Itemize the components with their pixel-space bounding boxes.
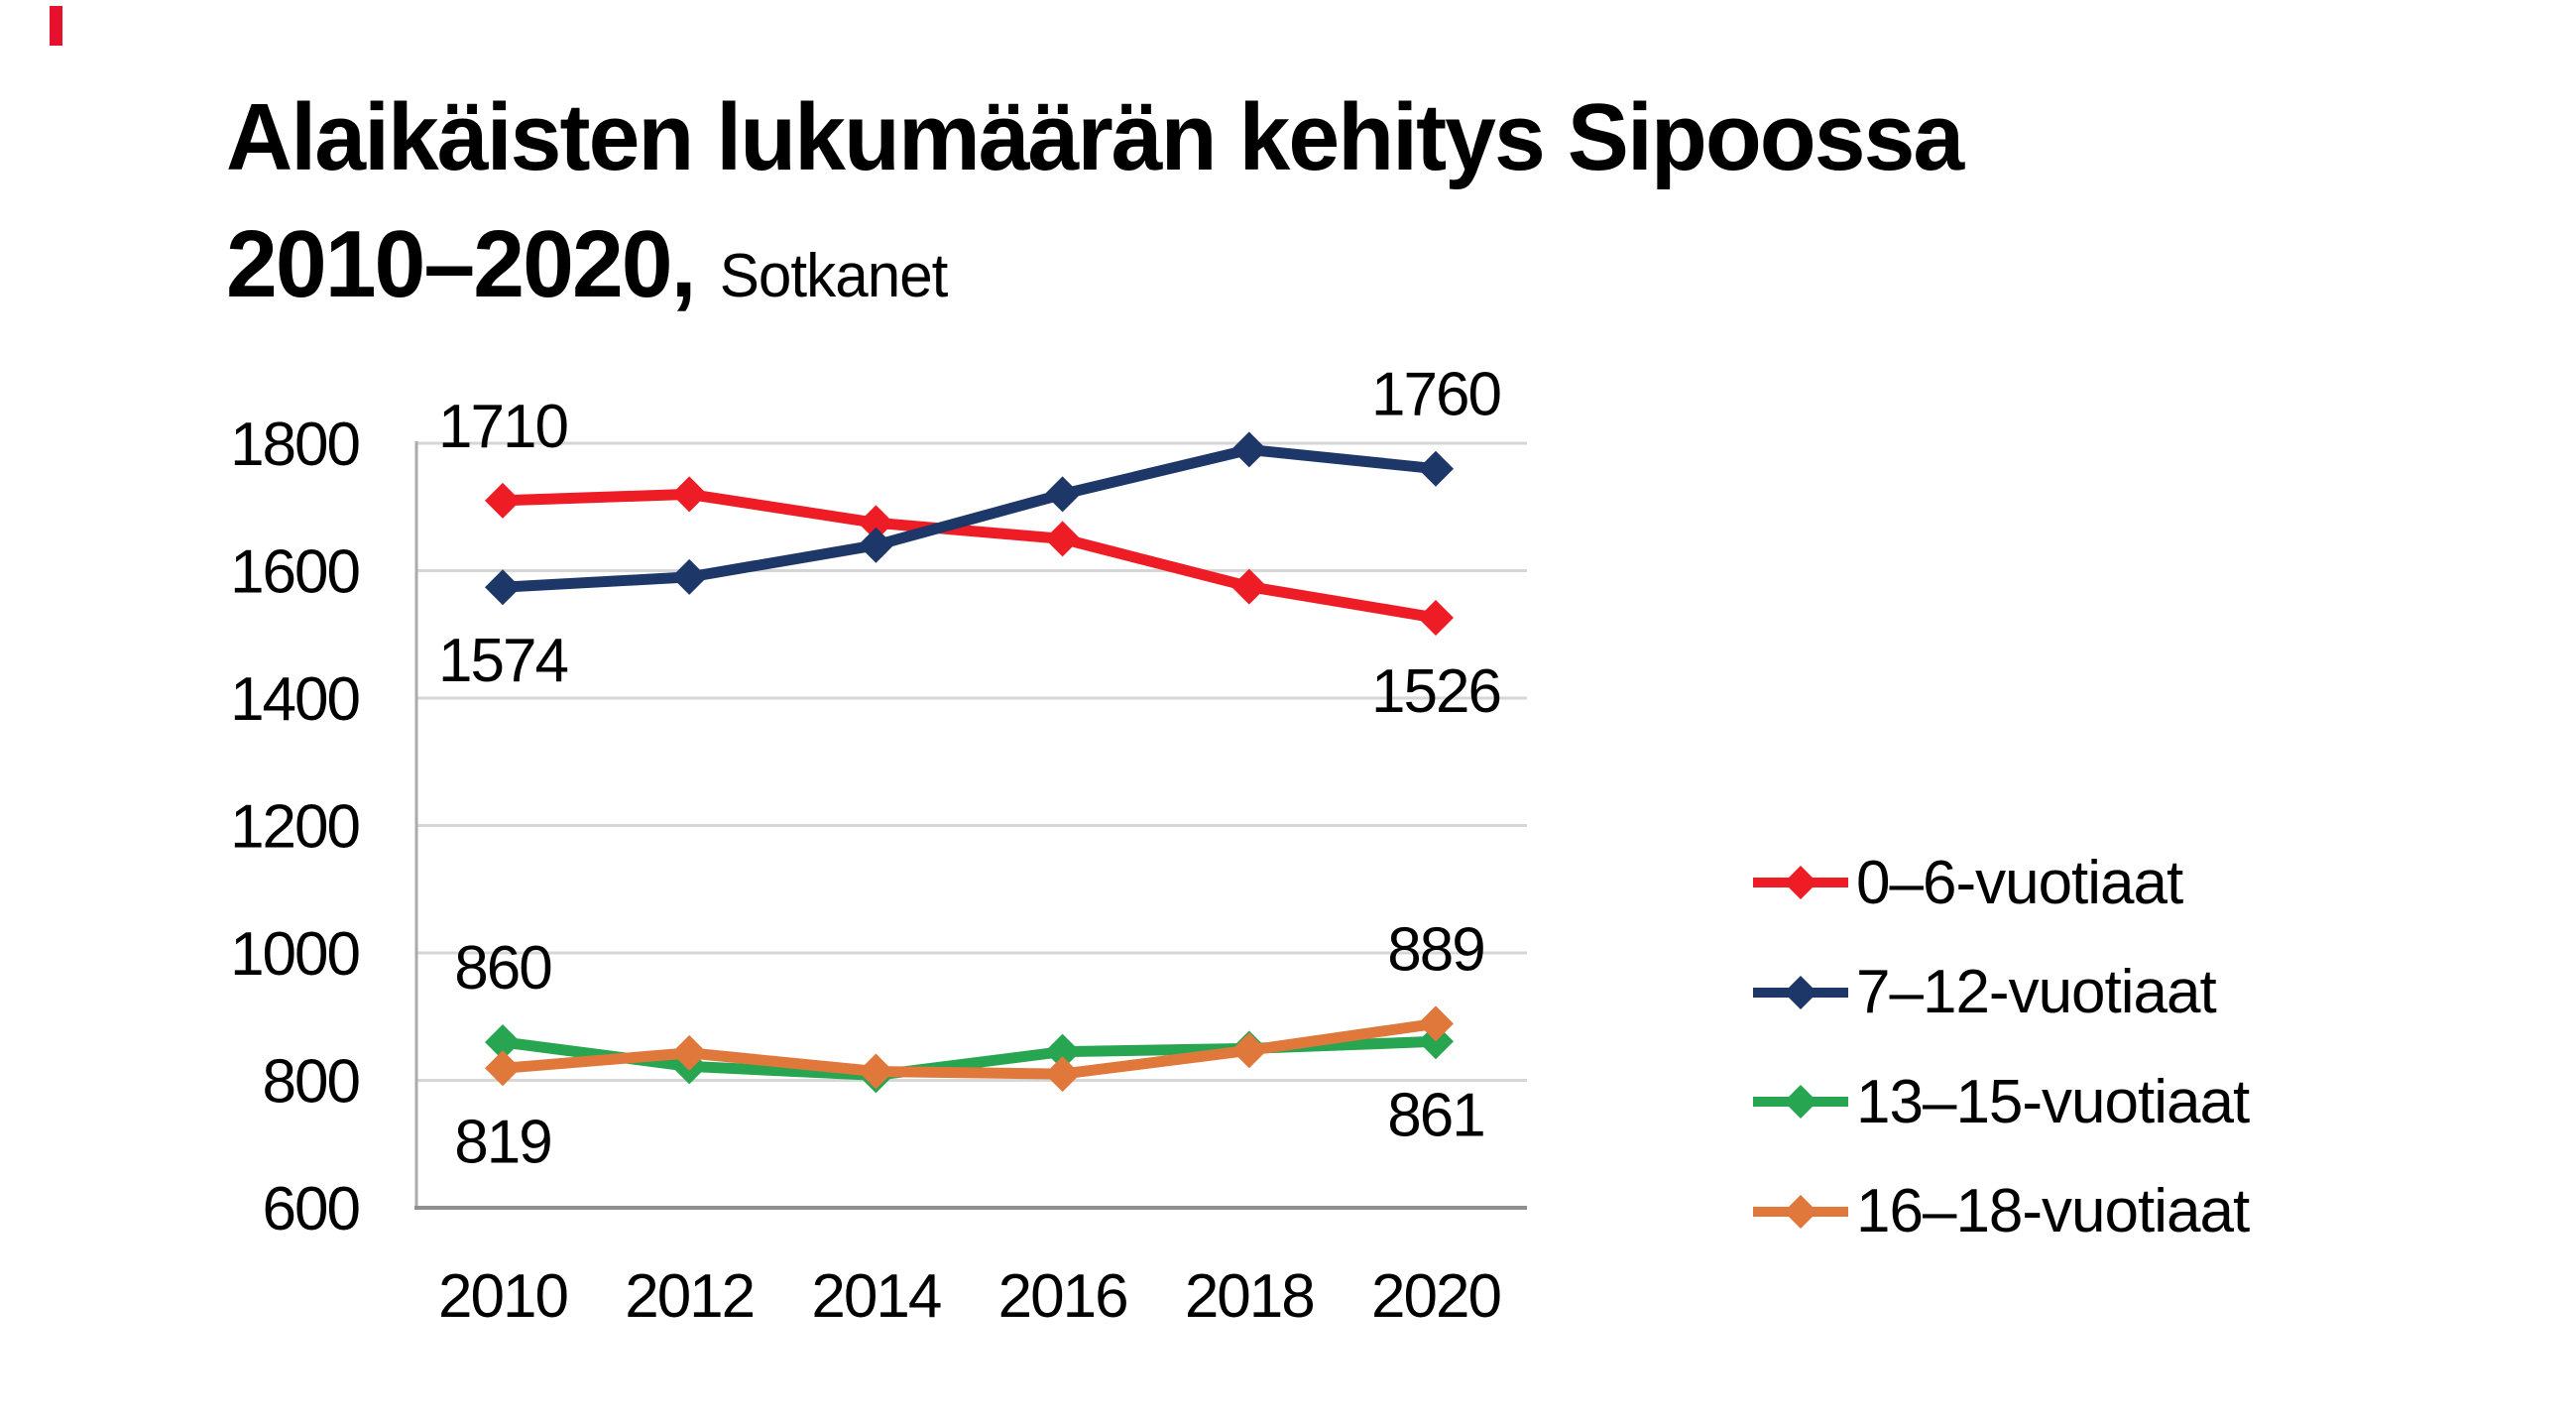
data-label: 889 [1387, 915, 1483, 984]
series-point-marker [1230, 431, 1267, 468]
y-axis-labels: 600 800 1000 1200 1400 1600 1800 [230, 411, 361, 1243]
y-axis-tick-label: 1000 [230, 920, 359, 989]
data-label: 1526 [1371, 657, 1500, 726]
series-point-marker [1230, 1032, 1267, 1069]
chart-gridlines [416, 441, 1527, 1082]
chart-legend: 0–6-vuotiaat 7–12-vuotiaat 13–15-vuotiaat 1… [1753, 0, 2348, 1417]
x-axis-tick-label: 2010 [438, 1262, 567, 1331]
y-axis-tick-label: 1800 [230, 411, 359, 479]
series-point-marker [671, 558, 708, 595]
data-label: 1760 [1371, 361, 1500, 429]
legend-item: 7–12-vuotiaat [1753, 958, 2217, 1027]
series-point-marker [1044, 1056, 1081, 1093]
y-axis-tick-label: 1200 [230, 793, 359, 862]
series-point-marker [671, 476, 708, 513]
legend-diamond [1784, 866, 1817, 899]
legend-item-label: 0–6-vuotiaat [1856, 848, 2183, 917]
series-point-marker [1044, 476, 1081, 513]
data-label: 1710 [438, 393, 567, 461]
series-point-marker [485, 569, 521, 606]
data-label: 1574 [438, 627, 567, 695]
series-point-marker [1418, 600, 1454, 637]
legend-item-label: 16–18-vuotiaat [1856, 1177, 2250, 1245]
x-axis-tick-label: 2012 [625, 1262, 754, 1331]
data-label: 861 [1387, 1081, 1483, 1149]
legend-line-diamond-icon [1753, 866, 1848, 899]
series-point-marker [485, 482, 521, 519]
x-axis-labels: 2010 2012 2014 2016 2018 2020 [438, 1262, 1502, 1331]
chart-title-line2-row: 2010–2020, Sotkanet [226, 210, 1962, 319]
series-point-marker [671, 1034, 708, 1071]
series-point-marker [485, 1023, 521, 1060]
series-point-marker [1230, 568, 1267, 605]
legend-item-label: 7–12-vuotiaat [1856, 958, 2217, 1026]
series-point-marker [858, 505, 894, 541]
x-axis-tick-label: 2018 [1185, 1262, 1314, 1331]
legend-line-diamond-icon [1753, 1085, 1848, 1119]
series-line [497, 443, 1442, 593]
y-axis-tick-label: 1600 [230, 538, 359, 607]
y-axis-tick-label: 600 [263, 1175, 360, 1243]
series-point-marker [1044, 1033, 1081, 1070]
x-axis-tick-label: 2020 [1371, 1262, 1500, 1331]
y-axis-tick-label: 1400 [230, 665, 359, 734]
series-line [497, 488, 1442, 624]
legend-item: 13–15-vuotiaat [1753, 1067, 2250, 1136]
series-point-marker [1044, 521, 1081, 557]
legend-diamond [1784, 1194, 1817, 1229]
data-label: 860 [454, 934, 551, 1003]
series-point-marker [485, 1050, 521, 1087]
series-16–18-vuotiaat [485, 1005, 1454, 1093]
data-labels: 1710 1574 1760 1526 860 819 889 861 [438, 361, 1502, 1177]
series-point-marker [1418, 450, 1454, 487]
y-axis-tick-label: 800 [263, 1048, 360, 1117]
chart-title-source: Sotkanet [719, 242, 949, 311]
top-left-red-mark [50, 6, 62, 46]
x-axis-tick-label: 2014 [811, 1262, 940, 1331]
series-7–12-vuotiaat [485, 431, 1454, 606]
series-0–6-vuotiaat [485, 476, 1454, 637]
series-point-marker [858, 527, 894, 563]
series-line [497, 1017, 1442, 1080]
legend-item: 0–6-vuotiaat [1753, 848, 2183, 917]
legend-line-diamond-icon [1753, 975, 1848, 1009]
chart-title-line1: Alaikäisten lukumäärän kehitys Sipoossa [226, 84, 1964, 190]
legend-diamond [1784, 1085, 1817, 1119]
chart-title: Alaikäisten lukumäärän kehitys Sipoossa … [226, 83, 1964, 320]
chart-title-line2: 2010–2020, [226, 211, 697, 318]
legend-line-diamond-icon [1753, 1194, 1848, 1229]
series-point-marker [858, 1053, 894, 1090]
data-label: 819 [454, 1108, 550, 1176]
series-point-marker [1418, 1005, 1454, 1042]
legend-item: 16–18-vuotiaat [1753, 1177, 2250, 1246]
x-axis-tick-label: 2016 [998, 1262, 1127, 1331]
legend-item-label: 13–15-vuotiaat [1856, 1067, 2250, 1136]
legend-diamond [1784, 975, 1817, 1009]
